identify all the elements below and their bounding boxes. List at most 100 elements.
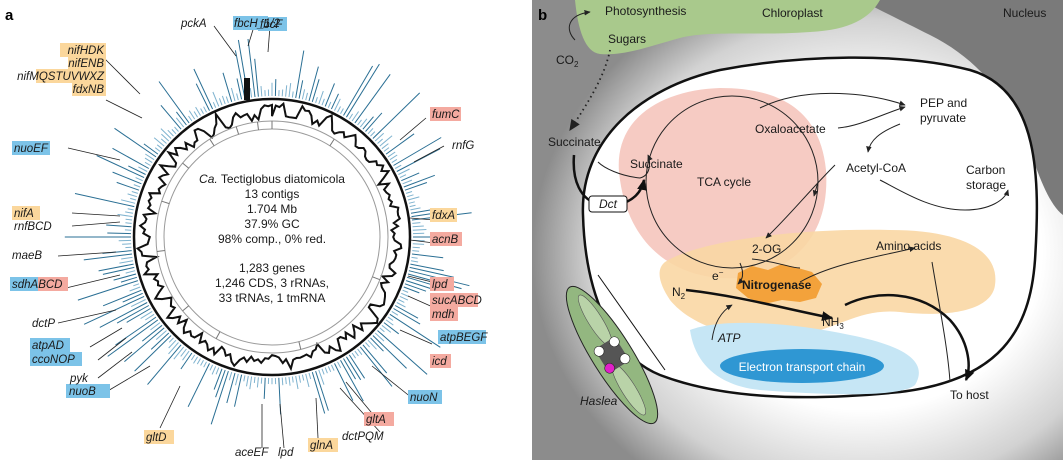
- gene-spike: [173, 346, 185, 360]
- gene-spike: [253, 376, 256, 384]
- co2-label: CO2: [556, 53, 579, 69]
- gene-spike: [377, 138, 383, 144]
- gene-spike: [168, 337, 174, 343]
- gene-spike: [160, 128, 172, 139]
- gene-spike: [133, 283, 140, 287]
- gene-spike: [235, 373, 239, 386]
- n2-to-nh3-arrow: [685, 288, 834, 322]
- gene-spike: [318, 90, 324, 105]
- gene-spike: [126, 308, 151, 323]
- acetyl-coa-label: Acetyl-CoA: [846, 161, 906, 175]
- n2-label: N2: [672, 285, 686, 301]
- gene-spike: [357, 119, 362, 126]
- gene-spike: [410, 263, 444, 272]
- gene-label-nifMQSTUVWXZ: nifMQSTUVWXZ: [17, 71, 105, 83]
- gene-spike: [372, 92, 421, 139]
- contig-boundary-tick: [257, 121, 259, 130]
- gene-label-nifENB: nifENB: [68, 58, 104, 70]
- gene-spike: [365, 342, 370, 348]
- gene-spike: [381, 324, 392, 333]
- gene-spike: [145, 313, 155, 321]
- gene-spike: [213, 368, 223, 390]
- gc-content: 37.9% GC: [244, 217, 300, 231]
- gene-spike: [116, 181, 140, 191]
- gene-spike: [391, 158, 398, 164]
- gene-spike: [83, 253, 133, 261]
- gene-spike: [74, 193, 135, 208]
- gene-spike: [295, 50, 305, 99]
- nh3-to-host-arrow: [844, 294, 975, 382]
- gene-spike: [243, 375, 246, 382]
- chloroplast-label: Chloroplast: [762, 6, 823, 20]
- gene-spike: [379, 135, 393, 147]
- gene-spike: [370, 337, 384, 352]
- contig-boundary-tick: [182, 305, 190, 312]
- gene-spike: [412, 225, 424, 228]
- gene-spike: [180, 352, 193, 370]
- gene-spike: [374, 132, 385, 142]
- gene-labels: pckA fbcH_1/2 fbcF nifHDK nifENB nifMQST…: [12, 18, 488, 459]
- gene-spike: [370, 131, 376, 137]
- gene-label-fdxA: fdxA: [432, 210, 455, 222]
- gene-spike: [155, 330, 167, 340]
- gene-spike: [174, 126, 179, 132]
- gene-spike: [327, 101, 332, 108]
- panel-a-letter: a: [5, 7, 14, 24]
- gene-spike: [124, 327, 165, 362]
- gene-spike: [120, 199, 136, 204]
- gene-spike: [345, 63, 380, 118]
- gene-spike: [362, 344, 388, 374]
- gene-spike: [394, 164, 402, 169]
- nucleus-label: Nucleus: [1003, 6, 1046, 20]
- gene-spike: [127, 208, 134, 211]
- gene-spike: [337, 106, 341, 113]
- oxaloacetate-label: Oxaloacetate: [755, 122, 826, 136]
- haslea-label: Haslea: [580, 394, 618, 408]
- gene-spike: [141, 324, 163, 342]
- gene-spike: [212, 102, 217, 108]
- etc-label: Electron transport chain: [739, 360, 866, 374]
- gene-spike: [394, 305, 419, 319]
- gene-spike: [203, 361, 207, 368]
- gene-spike: [156, 144, 163, 150]
- contig-boundaries: [156, 121, 381, 350]
- cds-rrna-count: 1,246 CDS, 3 rRNAs,: [215, 276, 329, 290]
- gene-spike: [247, 38, 256, 98]
- gene-spike: [399, 295, 409, 301]
- nitrogen-region: [659, 229, 996, 338]
- gene-spike: [396, 302, 406, 308]
- gene-spike: [168, 342, 179, 355]
- nucleus: [860, 0, 1063, 215]
- gene-spike: [288, 376, 291, 386]
- gene-highlight-boxes: [10, 16, 486, 452]
- gene-spike: [260, 86, 263, 97]
- gene-spike: [125, 218, 133, 221]
- gene-label-maeB: maeB: [12, 250, 42, 262]
- gene-spike: [182, 350, 190, 361]
- gene-spike: [225, 96, 229, 104]
- gene-spike: [249, 376, 253, 390]
- gene-spike: [210, 370, 229, 425]
- gene-spike: [203, 106, 207, 113]
- succinate-external-label: Succinate: [548, 135, 601, 149]
- tca-cycle-label: TCA cycle: [697, 175, 751, 189]
- gene-label-mdh: mdh: [432, 309, 454, 321]
- electron-label: e−: [712, 268, 724, 283]
- gene-spike: [412, 229, 427, 231]
- gene-spike: [138, 166, 148, 172]
- nitrogenase-blob: [736, 264, 822, 304]
- gene-spike: [160, 104, 182, 130]
- gene-spike: [212, 91, 220, 107]
- pathway-arrows: [568, 9, 1010, 341]
- nh3-label: NH3: [822, 315, 844, 331]
- gene-spike: [412, 243, 425, 245]
- genome-summary: Ca. Tectiglobus diatomicola 13 contigs 1…: [199, 172, 345, 305]
- haslea-diatom: [565, 285, 659, 425]
- gene-spike: [135, 177, 143, 182]
- gene-spike: [228, 371, 233, 381]
- to-host-label: To host: [950, 388, 989, 402]
- gene-spike: [130, 197, 137, 201]
- contig-count: 13 contigs: [245, 187, 300, 201]
- gene-spike: [107, 232, 132, 235]
- gene-spike: [308, 66, 319, 102]
